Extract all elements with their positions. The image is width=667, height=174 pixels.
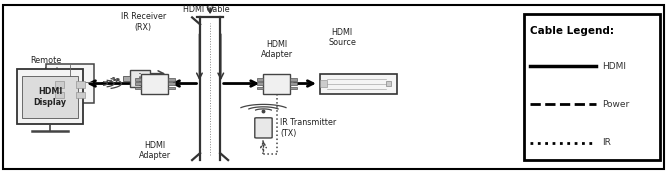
Bar (290, 78, 297, 81)
Bar (257, 78, 263, 81)
Bar (168, 78, 175, 81)
Bar (76, 81, 85, 88)
Text: HDMI: HDMI (602, 62, 626, 71)
Bar (168, 82, 175, 85)
Bar (257, 86, 263, 89)
Bar (76, 92, 85, 98)
Bar (123, 76, 130, 81)
Bar (290, 86, 297, 89)
Bar (55, 81, 64, 88)
Bar (290, 82, 297, 85)
Bar (141, 73, 168, 94)
Text: Remote
control: Remote control (30, 56, 61, 76)
Bar (321, 73, 398, 94)
Text: IR Receiver
(RX): IR Receiver (RX) (121, 12, 166, 31)
Text: IR: IR (602, 138, 611, 147)
Bar (321, 80, 327, 87)
Text: HDMI
Adapter: HDMI Adapter (139, 141, 171, 160)
Text: Power: Power (602, 100, 630, 109)
Bar (263, 73, 290, 94)
Text: HDMI Cable: HDMI Cable (183, 5, 230, 14)
FancyBboxPatch shape (255, 118, 272, 138)
Bar (168, 86, 175, 89)
Bar (22, 76, 78, 118)
Bar (257, 82, 263, 85)
Bar (135, 86, 141, 89)
Bar (17, 69, 83, 124)
Bar (386, 81, 391, 86)
Text: HDMI
Adapter: HDMI Adapter (261, 40, 293, 59)
Bar (135, 82, 141, 85)
Bar (135, 78, 141, 81)
Bar (524, 14, 660, 160)
Text: IR Transmitter
(TX): IR Transmitter (TX) (280, 118, 336, 138)
Text: HDMI
Source: HDMI Source (328, 28, 356, 47)
Bar (55, 92, 64, 98)
Bar (46, 64, 94, 103)
Bar (130, 70, 150, 86)
Text: Cable Legend:: Cable Legend: (530, 26, 614, 36)
Text: HDMI
Display: HDMI Display (33, 87, 67, 107)
